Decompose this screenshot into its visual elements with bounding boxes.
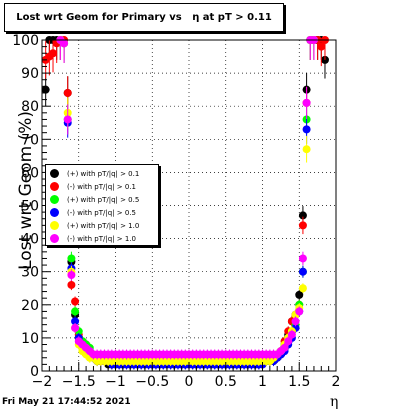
x-tick-label: 1.5 bbox=[288, 374, 310, 390]
chart-title: Lost wrt Geom for Primary vs η at pT > 0… bbox=[4, 3, 284, 32]
data-point bbox=[302, 98, 311, 107]
x-tick-label: −2 bbox=[32, 374, 53, 390]
x-tick-label: −0.5 bbox=[135, 374, 169, 390]
legend-marker bbox=[50, 182, 59, 191]
axes: −2 −1.5 −1 −0.5 0 0.5 1 1.5 20102030405060708090… bbox=[12, 33, 340, 390]
x-tick-label: 0 bbox=[185, 374, 194, 390]
data-point bbox=[67, 280, 76, 289]
y-tick-label: 70 bbox=[21, 132, 39, 148]
data-point bbox=[295, 290, 304, 299]
legend-label: (-) with pT/|q| > 1.0 bbox=[67, 234, 136, 243]
data-point bbox=[317, 42, 326, 51]
x-tick-label: −1 bbox=[105, 374, 126, 390]
data-point bbox=[49, 49, 58, 58]
data-point bbox=[302, 125, 311, 134]
data-point bbox=[67, 254, 76, 263]
y-tick-label: 40 bbox=[21, 232, 39, 248]
data-point bbox=[71, 323, 80, 332]
legend-label: (-) with pT/|q| > 0.1 bbox=[67, 182, 136, 191]
y-tick-label: 90 bbox=[21, 66, 39, 82]
y-tick-label: 100 bbox=[12, 33, 39, 49]
y-tick-label: 30 bbox=[21, 265, 39, 281]
y-tick-label: 0 bbox=[30, 364, 39, 380]
data-point bbox=[298, 221, 307, 230]
x-tick-label: 2 bbox=[332, 374, 341, 390]
data-point bbox=[41, 85, 50, 94]
y-tick-label: 20 bbox=[21, 298, 39, 314]
data-point bbox=[287, 330, 296, 339]
data-point bbox=[298, 267, 307, 276]
data-point bbox=[295, 307, 304, 316]
data-point bbox=[284, 337, 293, 346]
x-tick-label: 1 bbox=[258, 374, 267, 390]
data-point bbox=[280, 343, 289, 352]
legend-label: (-) with pT/|q| > 0.5 bbox=[67, 208, 136, 217]
data-point bbox=[298, 254, 307, 263]
legend-label: (+) with pT/|q| > 0.5 bbox=[67, 195, 140, 204]
x-axis-label: η bbox=[330, 394, 339, 410]
legend-entry: (-) with pT/|q| > 0.1 bbox=[50, 180, 136, 193]
y-tick-label: 60 bbox=[21, 165, 39, 181]
data-point bbox=[71, 317, 80, 326]
legend-marker bbox=[50, 169, 59, 178]
data-point bbox=[71, 297, 80, 306]
legend-entry: (-) with pT/|q| > 0.5 bbox=[50, 206, 136, 219]
y-tick-label: 80 bbox=[21, 99, 39, 115]
x-tick-label: 0.5 bbox=[215, 374, 237, 390]
legend: (+) with pT/|q| > 0.1 (-) with pT/|q| > … bbox=[45, 164, 159, 246]
timestamp: Fri May 21 17:44:52 2021 bbox=[2, 397, 131, 407]
data-point bbox=[298, 284, 307, 293]
data-point bbox=[291, 317, 300, 326]
legend-label: (+) with pT/|q| > 0.1 bbox=[67, 169, 140, 178]
legend-marker bbox=[50, 221, 59, 230]
legend-entry: (+) with pT/|q| > 0.1 bbox=[50, 167, 139, 180]
data-point bbox=[63, 88, 72, 97]
legend-marker bbox=[50, 195, 59, 204]
data-point bbox=[63, 115, 72, 124]
data-point bbox=[302, 145, 311, 154]
x-tick-label: −1.5 bbox=[62, 374, 96, 390]
y-axis-label: Lost wrt Geom (%) bbox=[16, 111, 36, 270]
data-point bbox=[71, 307, 80, 316]
legend-entry: (+) with pT/|q| > 0.5 bbox=[50, 193, 139, 206]
legend-marker bbox=[50, 208, 59, 217]
legend-label: (+) with pT/|q| > 1.0 bbox=[67, 221, 140, 230]
y-tick-label: 50 bbox=[21, 199, 39, 215]
y-tick-label: 10 bbox=[21, 331, 39, 347]
legend-entry: (-) with pT/|q| > 1.0 bbox=[50, 232, 136, 245]
legend-entry: (+) with pT/|q| > 1.0 bbox=[50, 219, 139, 232]
legend-marker bbox=[50, 234, 59, 243]
data-point bbox=[67, 271, 76, 280]
data-point bbox=[60, 39, 69, 48]
data-point bbox=[298, 211, 307, 220]
